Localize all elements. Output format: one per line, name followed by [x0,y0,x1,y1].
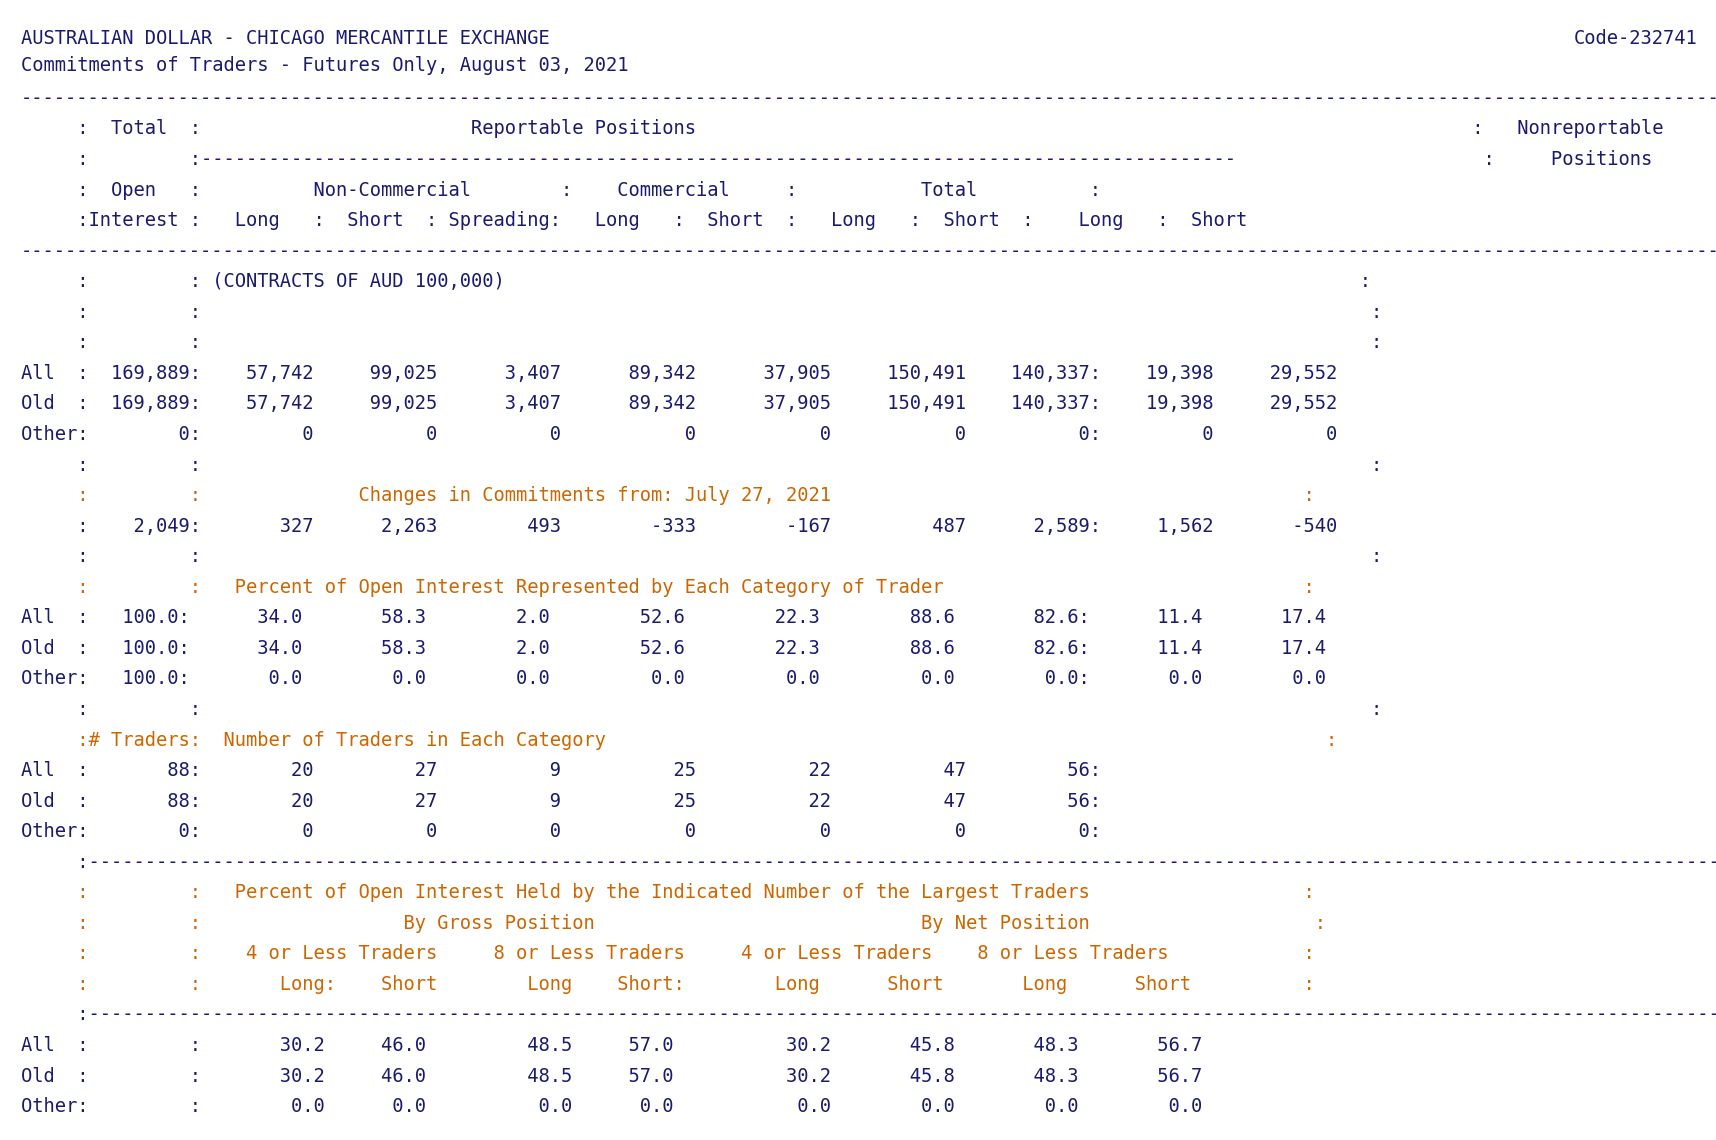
Text: :Interest :   Long   :  Short  : Spreading:   Long   :  Short  :   Long   :  Sho: :Interest : Long : Short : Spreading: Lo… [21,211,1248,230]
Text: :         :              Changes in Commitments from: July 27, 2021             : : : Changes in Commitments from: July 27… [21,486,1314,505]
Text: Old  :  169,889:    57,742     99,025      3,407      89,342      37,905     150: Old : 169,889: 57,742 99,025 3,407 89,34… [21,394,1337,414]
Text: :         :   Percent of Open Interest Held by the Indicated Number of the Large: : : Percent of Open Interest Held by the… [21,884,1314,902]
Text: --------------------------------------------------------------------------------: ----------------------------------------… [21,89,1716,108]
Text: :  Total  :                        Reportable Positions                         : : Total : Reportable Positions [21,120,1663,138]
Text: :  Open   :          Non-Commercial        :    Commercial     :           Total: : Open : Non-Commercial : Commercial : T… [21,180,1472,200]
Text: All  :   100.0:      34.0       58.3        2.0        52.6        22.3        8: All : 100.0: 34.0 58.3 2.0 52.6 22.3 8 [21,609,1325,627]
Text: All  :       88:        20         27          9          25          22        : All : 88: 20 27 9 25 22 [21,762,1325,780]
Text: :         :                  By Gross Position                             By Ne: : : By Gross Position By Ne [21,914,1325,933]
Text: :         :    4 or Less Traders     8 or Less Traders     4 or Less Traders    : : : 4 or Less Traders 8 or Less Traders … [21,944,1314,963]
Text: :         :                                                                     : : : [21,303,1381,321]
Text: Other:        0:         0          0          0           0           0        : Other: 0: 0 0 0 0 0 [21,425,1337,443]
Text: All  :  169,889:    57,742     99,025      3,407      89,342      37,905     150: All : 169,889: 57,742 99,025 3,407 89,34… [21,364,1337,383]
Text: :    2,049:       327      2,263        493        -333        -167         487 : : 2,049: 327 2,263 493 -333 -167 487 [21,516,1337,536]
Text: :         : (CONTRACTS OF AUD 100,000)                                          : : : (CONTRACTS OF AUD 100,000) [21,272,1371,291]
Text: :-------------------------------------------------------------------------------: :---------------------------------------… [21,1005,1716,1025]
Text: Old  :   100.0:      34.0       58.3        2.0        52.6        22.3        8: Old : 100.0: 34.0 58.3 2.0 52.6 22.3 8 [21,638,1325,658]
Text: Old  :         :       30.2     46.0         48.5     57.0          30.2       4: Old : : 30.2 46.0 48.5 57.0 30.2 4 [21,1067,1302,1085]
Text: :         :                                                                     : : : [21,547,1381,567]
Text: Other:   100.0:       0.0        0.0        0.0         0.0         0.0         : Other: 100.0: 0.0 0.0 0.0 0.0 0.0 [21,669,1325,689]
Text: All  :         :       30.2     46.0         48.5     57.0          30.2       4: All : : 30.2 46.0 48.5 57.0 30.2 4 [21,1036,1302,1054]
Text: Code-232741: Code-232741 [1574,28,1697,48]
Text: :         :   Percent of Open Interest Represented by Each Category of Trader   : : : Percent of Open Interest Represented… [21,578,1314,596]
Text: Other:         :        0.0      0.0          0.0      0.0           0.0        : Other: : 0.0 0.0 0.0 0.0 0.0 [21,1097,1302,1116]
Text: --------------------------------------------------------------------------------: ----------------------------------------… [21,242,1716,261]
Text: :         :                                                                     : : : [21,456,1381,474]
Text: Commitments of Traders - Futures Only, August 03, 2021: Commitments of Traders - Futures Only, A… [21,56,628,75]
Text: Old  :       88:        20         27          9          25          22        : Old : 88: 20 27 9 25 22 [21,791,1325,811]
Text: :# Traders:  Number of Traders in Each Category                                 : :# Traders: Number of Traders in Each Ca… [21,731,1337,749]
Text: :         :                                                                     : : : [21,700,1381,719]
Text: Other:        0:         0          0          0           0           0        : Other: 0: 0 0 0 0 0 [21,822,1325,841]
Text: :-------------------------------------------------------------------------------: :---------------------------------------… [21,853,1716,872]
Text: :         :       Long:    Short        Long    Short:        Long      Short   : : : Long: Short Long Short: Long Short [21,975,1314,994]
Text: :         :                                                                     : : : [21,333,1381,352]
Text: AUSTRALIAN DOLLAR - CHICAGO MERCANTILE EXCHANGE: AUSTRALIAN DOLLAR - CHICAGO MERCANTILE E… [21,28,549,48]
Text: :         :---------------------------------------------------------------------: : :-------------------------------------… [21,150,1653,169]
